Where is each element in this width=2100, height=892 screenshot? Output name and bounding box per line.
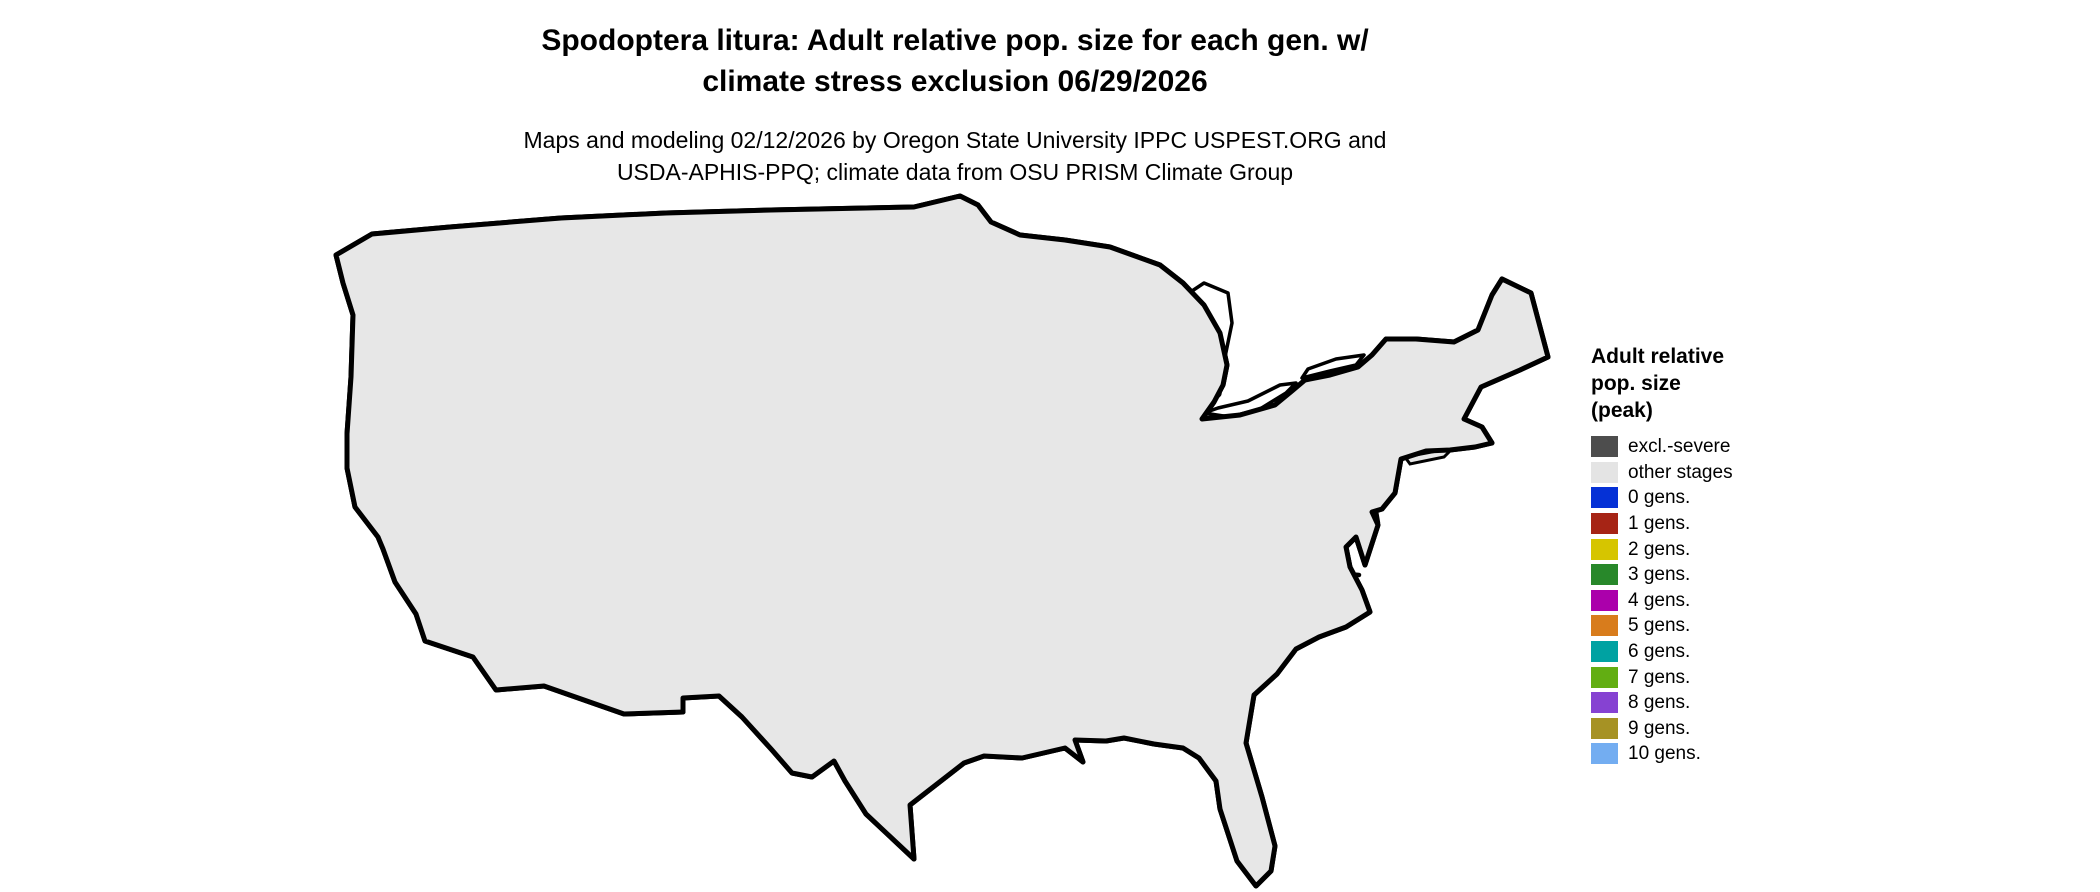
legend-swatch <box>1591 743 1618 765</box>
legend-swatch <box>1591 666 1618 688</box>
legend-label: 8 gens. <box>1628 692 1691 714</box>
legend-label: 0 gens. <box>1628 487 1691 509</box>
legend-swatch <box>1591 589 1618 611</box>
legend: Adult relative pop. size (peak) excl.-se… <box>1591 343 1851 767</box>
legend-swatch <box>1591 487 1618 509</box>
legend-swatch <box>1591 615 1618 637</box>
legend-swatch <box>1591 461 1618 483</box>
legend-label: 4 gens. <box>1628 589 1691 611</box>
legend-swatch <box>1591 513 1618 535</box>
legend-item-10-gens: 10 gens. <box>1591 741 1851 767</box>
legend-item-2-gens: 2 gens. <box>1591 536 1851 562</box>
us-outline-stroke <box>336 196 1548 886</box>
legend-swatch <box>1591 436 1618 458</box>
legend-label: 2 gens. <box>1628 538 1691 560</box>
legend-label: 6 gens. <box>1628 641 1691 663</box>
legend-item-4-gens: 4 gens. <box>1591 588 1851 614</box>
subtitle-line1: Maps and modeling 02/12/2026 by Oregon S… <box>523 127 1387 153</box>
legend-swatch <box>1591 692 1618 714</box>
page-title-line1: Spodoptera litura: Adult relative pop. s… <box>541 24 1369 57</box>
legend-swatch <box>1591 717 1618 739</box>
legend-label: other stages <box>1628 461 1733 483</box>
legend-label: 5 gens. <box>1628 615 1691 637</box>
page-title: Spodoptera litura: Adult relative pop. s… <box>330 20 1580 102</box>
legend-swatch <box>1591 538 1618 560</box>
legend-title-line1: Adult relative <box>1591 345 1725 368</box>
legend-swatch <box>1591 641 1618 663</box>
legend-item-3-gens: 3 gens. <box>1591 562 1851 588</box>
legend-item-6-gens: 6 gens. <box>1591 639 1851 665</box>
subtitle-line2: USDA-APHIS-PPQ; climate data from OSU PR… <box>616 159 1294 185</box>
legend-title-line2: pop. size <box>1591 372 1681 395</box>
us-map-svg <box>333 193 1551 889</box>
subtitle: Maps and modeling 02/12/2026 by Oregon S… <box>330 124 1580 188</box>
legend-item-other-stages: other stages <box>1591 460 1851 486</box>
page-title-line2: climate stress exclusion 06/29/2026 <box>702 65 1208 98</box>
legend-item-7-gens: 7 gens. <box>1591 664 1851 690</box>
legend-item-9-gens: 9 gens. <box>1591 716 1851 742</box>
us-map <box>330 165 1560 890</box>
legend-item-5-gens: 5 gens. <box>1591 613 1851 639</box>
legend-label: 3 gens. <box>1628 564 1691 586</box>
legend-item-8-gens: 8 gens. <box>1591 690 1851 716</box>
legend-label: excl.-severe <box>1628 436 1731 458</box>
legend-label: 9 gens. <box>1628 717 1691 739</box>
legend-item-excl-severe: excl.-severe <box>1591 434 1851 460</box>
legend-title: Adult relative pop. size (peak) <box>1591 343 1851 424</box>
legend-item-0-gens: 0 gens. <box>1591 485 1851 511</box>
legend-label: 10 gens. <box>1628 743 1701 765</box>
legend-swatch <box>1591 564 1618 586</box>
legend-label: 7 gens. <box>1628 666 1691 688</box>
legend-title-line3: (peak) <box>1591 399 1653 422</box>
lake-ontario <box>1300 353 1366 380</box>
legend-item-1-gens: 1 gens. <box>1591 511 1851 537</box>
legend-label: 1 gens. <box>1628 513 1691 535</box>
title-block: Spodoptera litura: Adult relative pop. s… <box>330 20 1580 188</box>
